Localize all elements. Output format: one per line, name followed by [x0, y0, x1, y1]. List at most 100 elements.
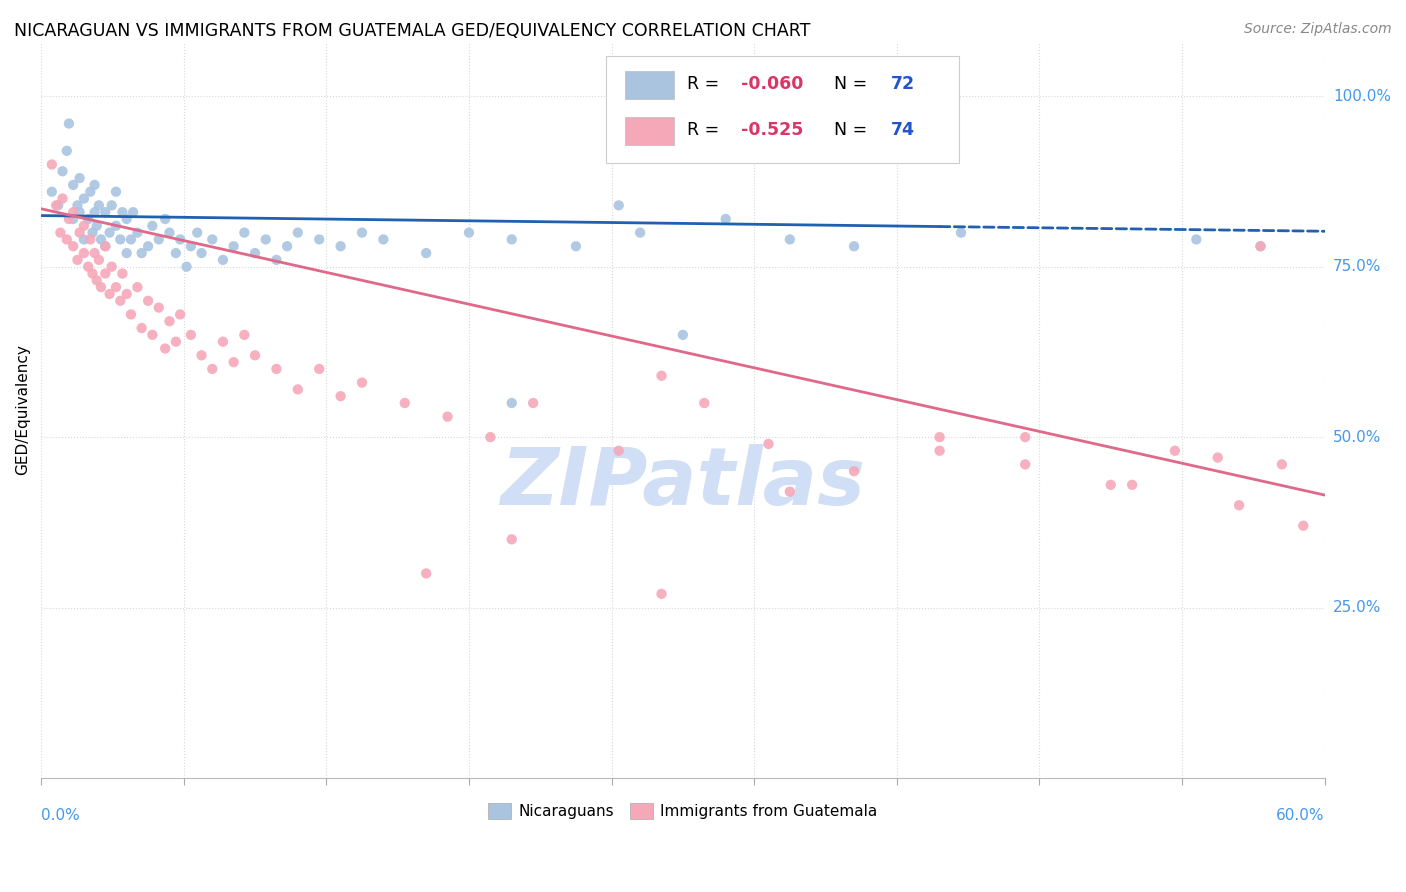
Point [949, 226, 972, 240]
Point [672, 327, 695, 342]
Point [110, 232, 132, 246]
Point [165, 334, 187, 349]
Point [141, 327, 163, 342]
Point [607, 198, 630, 212]
Point [501, 533, 523, 547]
Point [373, 232, 395, 246]
Point [628, 226, 651, 240]
Point [394, 396, 416, 410]
Point [329, 239, 352, 253]
Point [693, 396, 716, 410]
Point [73, 192, 96, 206]
Point [131, 246, 153, 260]
Point [1250, 239, 1272, 253]
Point [77, 260, 100, 274]
Point [153, 211, 176, 226]
Point [758, 437, 780, 451]
Point [1206, 450, 1229, 465]
Point [254, 232, 277, 246]
Text: NICARAGUAN VS IMMIGRANTS FROM GUATEMALA GED/EQUIVALENCY CORRELATION CHART: NICARAGUAN VS IMMIGRANTS FROM GUATEMALA … [14, 22, 810, 40]
Text: -0.525: -0.525 [741, 121, 803, 139]
Point [650, 368, 672, 383]
Point [153, 342, 176, 356]
Point [1271, 458, 1294, 472]
Point [55, 232, 77, 246]
Point [58, 117, 80, 131]
Y-axis label: GED/Equivalency: GED/Equivalency [15, 344, 30, 475]
Point [501, 232, 523, 246]
Point [1014, 430, 1036, 444]
Point [90, 232, 112, 246]
Text: 50.0%: 50.0% [1333, 430, 1381, 444]
Point [66, 252, 89, 267]
Point [41, 157, 63, 171]
Point [436, 409, 458, 424]
Point [115, 211, 138, 226]
Point [565, 239, 588, 253]
Point [148, 232, 170, 246]
Point [41, 185, 63, 199]
Point [1164, 443, 1187, 458]
Text: 75.0%: 75.0% [1333, 260, 1381, 274]
Point [110, 293, 132, 308]
Point [190, 348, 212, 362]
Point [180, 327, 202, 342]
Point [176, 260, 198, 274]
Point [233, 226, 256, 240]
Point [115, 287, 138, 301]
Point [111, 267, 134, 281]
Bar [626, 71, 673, 99]
Point [650, 587, 672, 601]
Point [83, 205, 105, 219]
Point [266, 252, 288, 267]
Point [79, 185, 101, 199]
Point [127, 280, 149, 294]
Point [1227, 498, 1250, 512]
Point [90, 280, 112, 294]
Point [501, 396, 523, 410]
Point [98, 287, 121, 301]
Point [415, 566, 437, 581]
Point [115, 246, 138, 260]
Point [779, 484, 801, 499]
Point [69, 205, 91, 219]
Point [1099, 478, 1122, 492]
Point [350, 226, 373, 240]
Point [201, 362, 224, 376]
Point [104, 280, 127, 294]
Point [94, 267, 117, 281]
Point [120, 232, 142, 246]
Point [148, 301, 170, 315]
Point [111, 205, 134, 219]
FancyBboxPatch shape [606, 56, 959, 163]
Text: 74: 74 [891, 121, 915, 139]
Point [62, 205, 84, 219]
Point [190, 246, 212, 260]
Point [62, 211, 84, 226]
Point [86, 219, 108, 233]
Point [45, 198, 67, 212]
Point [287, 226, 309, 240]
Point [79, 232, 101, 246]
Point [607, 443, 630, 458]
Point [1185, 232, 1208, 246]
Text: N =: N = [834, 121, 873, 139]
Point [1014, 458, 1036, 472]
Point [122, 205, 145, 219]
Text: Source: ZipAtlas.com: Source: ZipAtlas.com [1244, 22, 1392, 37]
Point [98, 226, 121, 240]
Point [165, 246, 187, 260]
Point [69, 171, 91, 186]
Point [73, 219, 96, 233]
Point [201, 232, 224, 246]
Point [222, 239, 245, 253]
Point [1250, 239, 1272, 253]
Point [266, 362, 288, 376]
Point [779, 232, 801, 246]
Point [127, 226, 149, 240]
Point [58, 211, 80, 226]
Point [73, 246, 96, 260]
Point [51, 164, 73, 178]
Text: -0.060: -0.060 [741, 76, 803, 94]
Point [94, 205, 117, 219]
